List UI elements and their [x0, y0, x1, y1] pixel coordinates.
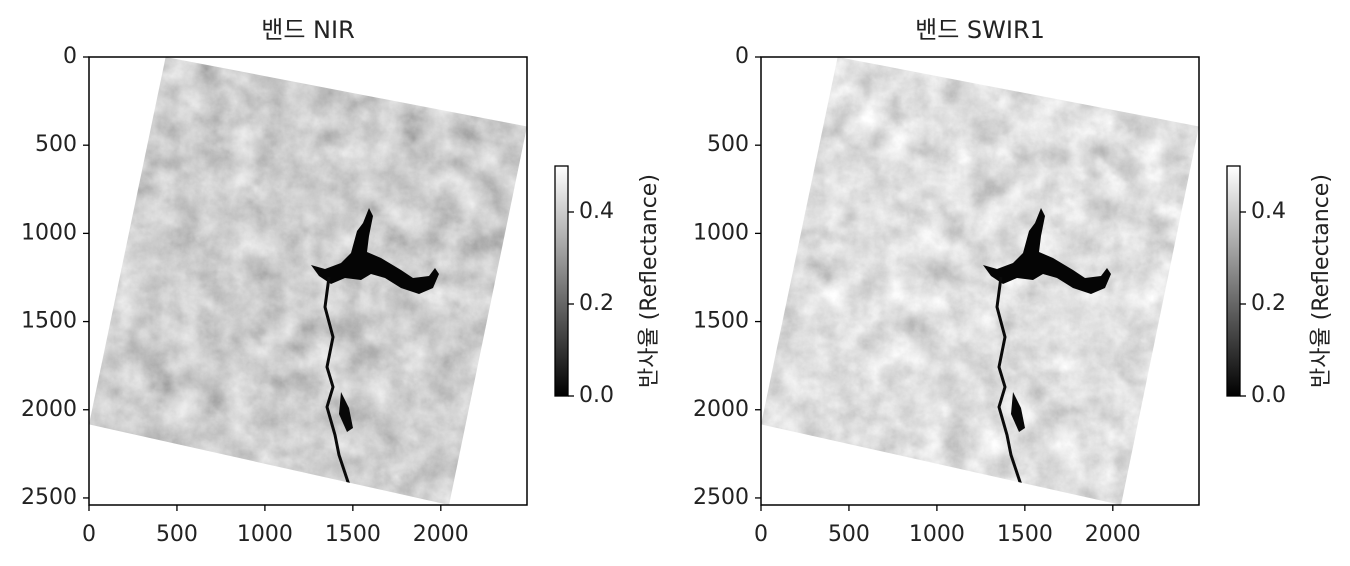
x-tick-label: 2000 — [413, 522, 469, 547]
lake — [983, 208, 1111, 294]
x-tick-label: 500 — [828, 522, 870, 547]
colorbar — [554, 165, 569, 397]
colorbar-tick-label: 0.4 — [579, 199, 614, 224]
x-tick-label: 0 — [754, 522, 768, 547]
reservoir — [1011, 392, 1025, 432]
x-tick-label: 1500 — [997, 522, 1053, 547]
y-tick-label: 500 — [35, 132, 77, 157]
reservoir — [339, 392, 353, 432]
y-tick-label: 1500 — [693, 309, 749, 334]
river — [995, 276, 1027, 505]
colorbar-tick-label: 0.0 — [1251, 383, 1286, 408]
colorbar — [1226, 165, 1241, 397]
y-tick-label: 2500 — [693, 485, 749, 510]
lake — [311, 208, 439, 294]
y-tick-label: 1500 — [21, 309, 77, 334]
colorbar-tick-label: 0.0 — [579, 383, 614, 408]
y-tick-label: 2000 — [693, 397, 749, 422]
colorbar-tick-label: 0.4 — [1251, 199, 1286, 224]
x-tick-label: 2000 — [1085, 522, 1141, 547]
colorbar-label: 반사율 (Reflectance) — [637, 174, 662, 388]
colorbar-label: 반사율 (Reflectance) — [1309, 174, 1334, 388]
x-tick-label: 1500 — [325, 522, 381, 547]
y-tick-label: 1000 — [693, 220, 749, 245]
colorbar-tick-label: 0.2 — [579, 291, 614, 316]
y-tick-label: 0 — [63, 44, 77, 69]
image — [89, 57, 527, 505]
x-tick-label: 1000 — [909, 522, 965, 547]
image — [761, 57, 1199, 505]
y-tick-label: 2000 — [21, 397, 77, 422]
chart-title: 밴드 SWIR1 — [915, 16, 1045, 44]
chart-title: 밴드 NIR — [261, 16, 355, 44]
image-texture — [761, 57, 1199, 505]
y-tick-label: 2500 — [21, 485, 77, 510]
axes-frame — [760, 56, 1200, 506]
x-tick-label: 0 — [82, 522, 96, 547]
y-tick-label: 1000 — [21, 220, 77, 245]
axes-frame — [88, 56, 528, 506]
x-tick-label: 500 — [156, 522, 198, 547]
river — [323, 276, 355, 505]
x-tick-label: 1000 — [237, 522, 293, 547]
y-tick-label: 500 — [707, 132, 749, 157]
colorbar-tick-label: 0.2 — [1251, 291, 1286, 316]
image-texture — [89, 57, 527, 505]
y-tick-label: 0 — [735, 44, 749, 69]
